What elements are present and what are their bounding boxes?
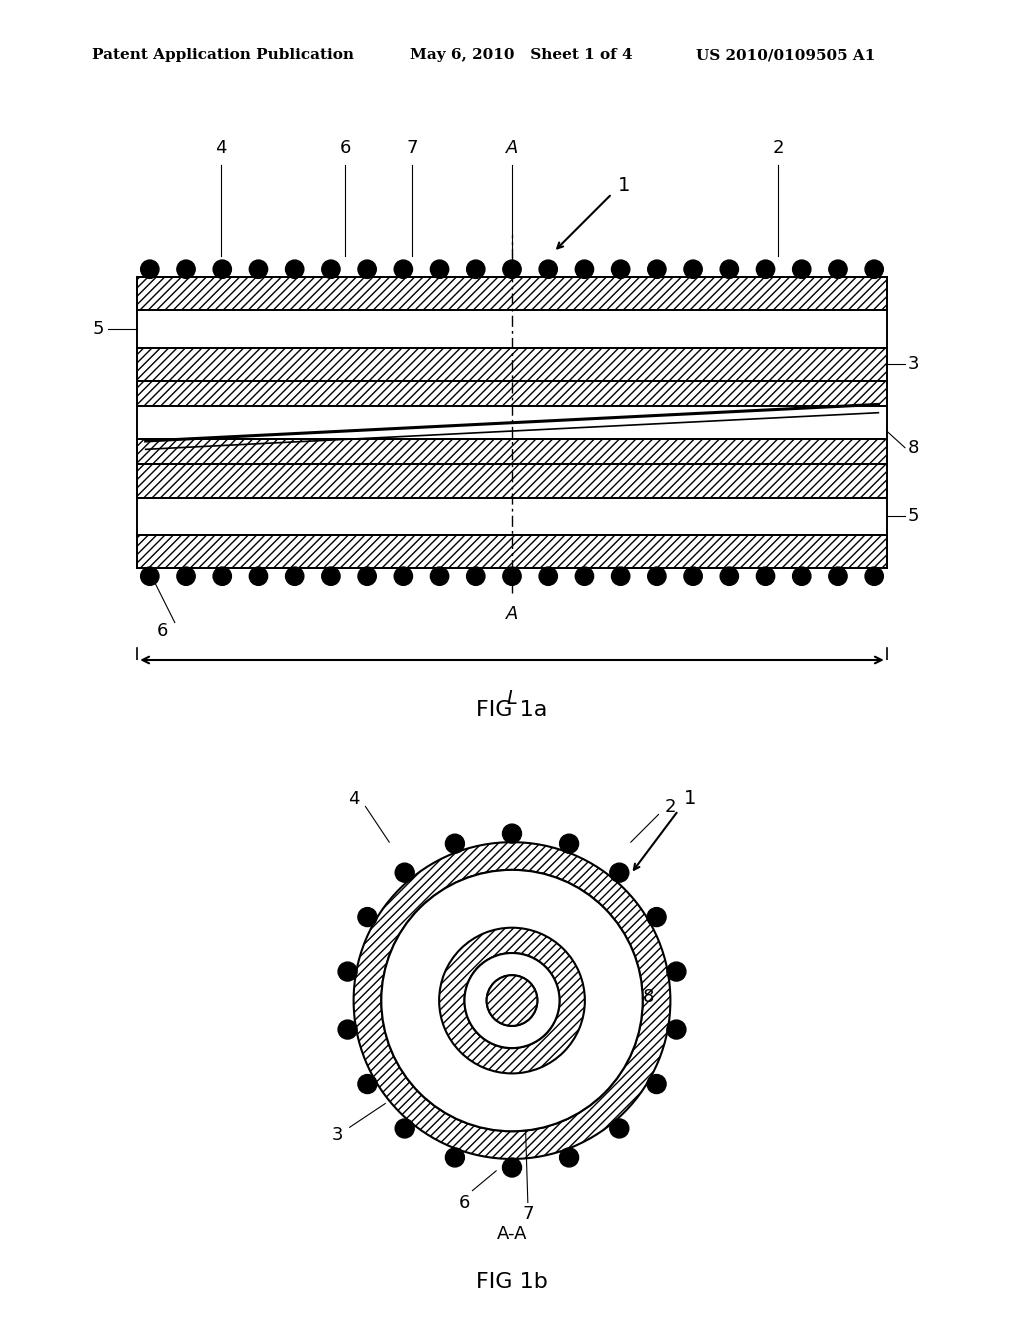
Circle shape <box>575 260 594 279</box>
Circle shape <box>793 568 811 585</box>
Text: A: A <box>506 605 518 623</box>
Text: 7: 7 <box>522 1205 534 1224</box>
Circle shape <box>611 260 630 279</box>
Circle shape <box>793 260 811 279</box>
Text: 1: 1 <box>684 789 696 808</box>
Circle shape <box>322 260 340 279</box>
Text: US 2010/0109505 A1: US 2010/0109505 A1 <box>696 49 876 62</box>
Circle shape <box>381 870 643 1131</box>
Circle shape <box>445 834 465 853</box>
Circle shape <box>394 260 413 279</box>
Circle shape <box>559 834 579 853</box>
Bar <box>137 465 887 498</box>
Circle shape <box>539 568 557 585</box>
Circle shape <box>430 260 449 279</box>
Bar <box>137 381 887 465</box>
Circle shape <box>720 568 738 585</box>
Circle shape <box>757 568 775 585</box>
Text: 6: 6 <box>340 139 351 157</box>
Text: L: L <box>507 689 517 708</box>
Circle shape <box>720 260 738 279</box>
Circle shape <box>610 863 629 882</box>
Circle shape <box>358 568 376 585</box>
Circle shape <box>828 260 847 279</box>
Circle shape <box>430 568 449 585</box>
Circle shape <box>249 260 267 279</box>
Circle shape <box>539 260 557 279</box>
Circle shape <box>559 1148 579 1167</box>
Circle shape <box>865 260 884 279</box>
Text: 4: 4 <box>348 789 359 808</box>
Text: 6: 6 <box>459 1193 470 1212</box>
Circle shape <box>140 568 159 585</box>
Circle shape <box>394 568 413 585</box>
Text: 4: 4 <box>215 139 226 157</box>
Circle shape <box>503 824 521 843</box>
Circle shape <box>503 568 521 585</box>
Circle shape <box>667 962 686 981</box>
Circle shape <box>358 1074 377 1093</box>
Circle shape <box>286 568 304 585</box>
Circle shape <box>358 260 376 279</box>
Text: May 6, 2010   Sheet 1 of 4: May 6, 2010 Sheet 1 of 4 <box>410 49 632 62</box>
Bar <box>137 381 887 407</box>
Text: 5: 5 <box>907 507 919 525</box>
Circle shape <box>249 568 267 585</box>
Text: A-A: A-A <box>497 1225 527 1243</box>
Circle shape <box>647 908 666 927</box>
Text: 7: 7 <box>407 139 418 157</box>
Circle shape <box>465 953 559 1048</box>
Circle shape <box>648 568 666 585</box>
Text: 8: 8 <box>643 987 654 1006</box>
Text: 2: 2 <box>773 139 784 157</box>
Text: 2: 2 <box>665 797 676 816</box>
Text: 5: 5 <box>92 319 104 338</box>
Circle shape <box>395 863 414 882</box>
Bar <box>137 535 887 569</box>
Circle shape <box>177 260 196 279</box>
Circle shape <box>503 1158 521 1177</box>
Circle shape <box>684 568 702 585</box>
Circle shape <box>648 260 666 279</box>
Text: Patent Application Publication: Patent Application Publication <box>92 49 354 62</box>
Text: 6: 6 <box>157 622 168 640</box>
Circle shape <box>467 260 485 279</box>
Circle shape <box>358 908 377 927</box>
Text: A: A <box>506 139 518 157</box>
Circle shape <box>757 260 775 279</box>
Circle shape <box>140 260 159 279</box>
Circle shape <box>322 568 340 585</box>
Circle shape <box>684 260 702 279</box>
Circle shape <box>828 568 847 585</box>
Circle shape <box>286 260 304 279</box>
Text: 3: 3 <box>907 355 919 374</box>
Text: 8: 8 <box>907 438 919 457</box>
Text: 3: 3 <box>332 1126 343 1144</box>
Circle shape <box>611 568 630 585</box>
Circle shape <box>486 975 538 1026</box>
Circle shape <box>395 1119 414 1138</box>
Bar <box>137 277 887 310</box>
Bar <box>137 310 887 347</box>
Bar <box>137 440 887 465</box>
Bar <box>137 498 887 535</box>
Text: 1: 1 <box>618 176 631 195</box>
Text: FIG 1b: FIG 1b <box>476 1271 548 1292</box>
Circle shape <box>213 568 231 585</box>
Circle shape <box>213 260 231 279</box>
Circle shape <box>486 975 538 1026</box>
Circle shape <box>177 568 196 585</box>
Circle shape <box>338 1020 357 1039</box>
Text: FIG 1a: FIG 1a <box>476 700 548 719</box>
Circle shape <box>865 568 884 585</box>
Circle shape <box>647 1074 666 1093</box>
Circle shape <box>610 1119 629 1138</box>
Bar <box>137 347 887 381</box>
Circle shape <box>467 568 485 585</box>
Circle shape <box>503 260 521 279</box>
Circle shape <box>575 568 594 585</box>
Circle shape <box>445 1148 465 1167</box>
Circle shape <box>338 962 357 981</box>
Circle shape <box>667 1020 686 1039</box>
